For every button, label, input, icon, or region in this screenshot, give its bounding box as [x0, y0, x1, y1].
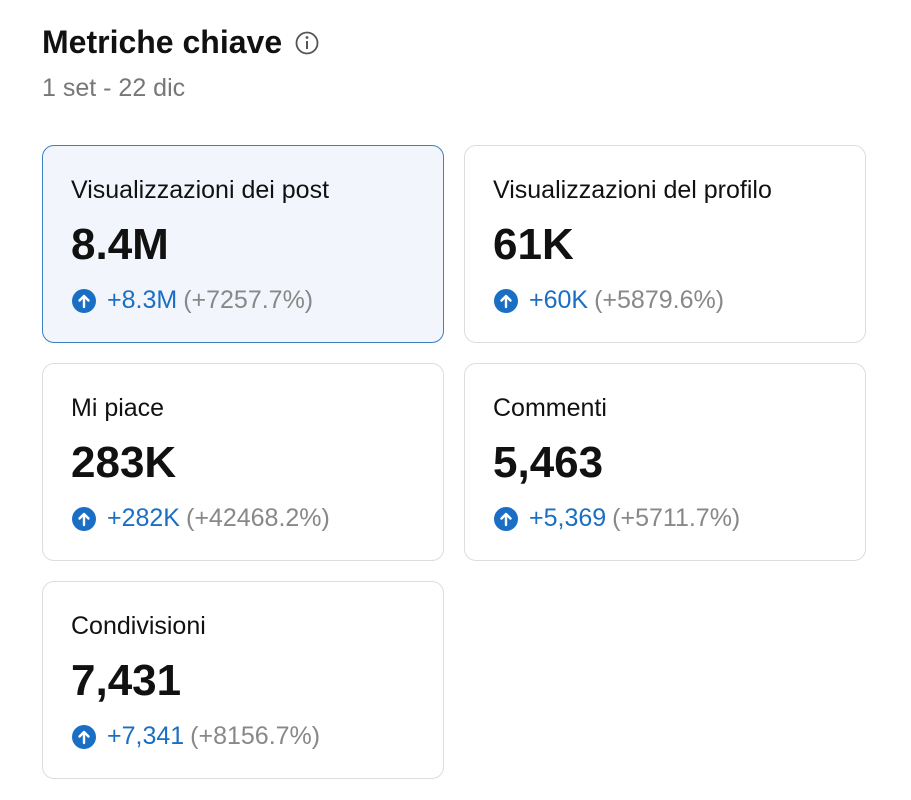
metric-card[interactable]: Visualizzazioni dei post 8.4M +8.3M (+7257.…	[42, 145, 444, 343]
metric-change: +60K (+5879.6%)	[493, 286, 724, 315]
metric-label: Condivisioni	[71, 612, 206, 640]
change-percent: (+42468.2%)	[186, 504, 330, 532]
change-value: +60K	[529, 286, 589, 314]
header: Metriche chiave	[42, 24, 320, 61]
metric-card[interactable]: Visualizzazioni del profilo 61K +60K (+5879…	[464, 145, 866, 343]
change-percent: (+5879.6%)	[594, 286, 725, 314]
info-icon[interactable]	[294, 30, 320, 56]
up-icon	[72, 724, 96, 749]
metric-value: 61K	[493, 220, 574, 269]
change-value: +7,341	[107, 722, 185, 750]
metric-label: Visualizzazioni del profilo	[493, 176, 772, 204]
metric-change: +282K (+42468.2%)	[71, 504, 330, 533]
change-percent: (+5711.7%)	[612, 504, 741, 532]
panel-title: Metriche chiave	[42, 24, 283, 60]
metric-value: 7,431	[71, 656, 182, 705]
up-icon	[72, 288, 96, 313]
up-icon	[494, 506, 518, 531]
date-range: 1 set - 22 dic	[42, 74, 186, 102]
change-percent: (+7257.7%)	[183, 286, 314, 314]
change-value: +5,369	[529, 504, 607, 532]
metric-change: +8.3M (+7257.7%)	[71, 286, 313, 315]
metric-label: Mi piace	[71, 394, 165, 422]
metric-value: 5,463	[493, 438, 604, 487]
change-value: +8.3M	[107, 286, 178, 314]
metric-label: Commenti	[493, 394, 607, 422]
change-percent: (+8156.7%)	[190, 722, 321, 750]
metric-change: +7,341 (+8156.7%)	[71, 722, 320, 751]
metric-value: 8.4M	[71, 220, 169, 269]
up-icon	[494, 288, 518, 313]
metric-change: +5,369 (+5711.7%)	[493, 504, 740, 533]
change-value: +282K	[107, 504, 180, 532]
metric-card[interactable]: Mi piace 283K +282K (+42468.2%)	[42, 363, 444, 561]
metric-card[interactable]: Condivisioni 7,431 +7,341 (+8156.7%)	[42, 581, 444, 779]
up-icon	[72, 506, 96, 531]
metric-card[interactable]: Commenti 5,463 +5,369 (+5711.7%)	[464, 363, 866, 561]
metric-value: 283K	[71, 438, 177, 487]
metric-label: Visualizzazioni dei post	[71, 176, 330, 204]
